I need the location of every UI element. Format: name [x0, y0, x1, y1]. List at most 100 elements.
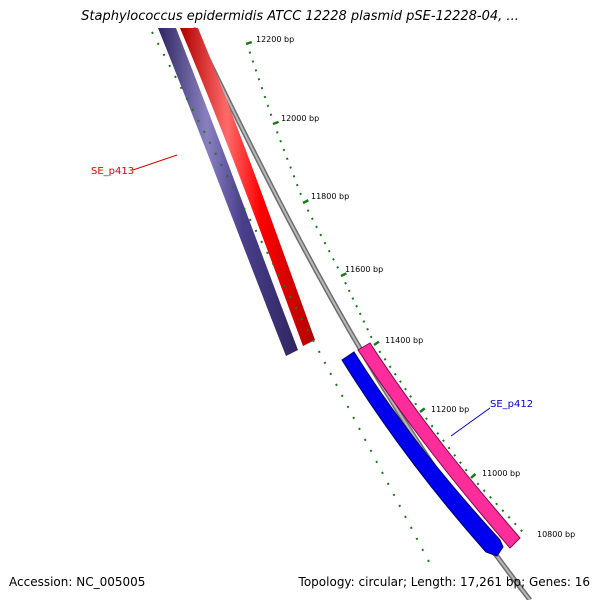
- minor-tick: [271, 262, 275, 266]
- minor-tick: [488, 495, 492, 499]
- minor-tick: [495, 502, 499, 506]
- minor-tick: [414, 402, 418, 406]
- accession-text: Accession: NC_005005: [9, 575, 146, 589]
- minor-tick: [251, 60, 255, 63]
- minor-tick: [501, 509, 505, 513]
- minor-tick: [352, 416, 356, 420]
- minor-tick: [266, 104, 270, 108]
- minor-tick: [366, 327, 369, 331]
- minor-tick: [151, 31, 154, 35]
- minor-tick: [202, 130, 206, 134]
- minor-tick: [243, 207, 246, 211]
- minor-tick: [319, 233, 323, 237]
- minor-tick: [386, 482, 390, 486]
- minor-tick: [409, 395, 412, 398]
- major-tick: [373, 340, 380, 347]
- minor-tick: [398, 504, 402, 508]
- minor-tick: [381, 471, 384, 475]
- minor-tick: [299, 192, 302, 196]
- minor-tick: [179, 86, 183, 90]
- minor-tick: [289, 295, 292, 299]
- minor-tick: [375, 460, 379, 464]
- minor-tick: [277, 273, 281, 277]
- minor-tick: [347, 289, 351, 293]
- minor-tick: [355, 304, 358, 308]
- map-title: Staphylococcus epidermidis ATCC 12228 pl…: [81, 9, 519, 24]
- minor-tick: [254, 229, 258, 233]
- gene-label-SE_p413[interactable]: SE_p413: [91, 166, 134, 177]
- minor-tick: [237, 196, 241, 200]
- tick-label: 11600 bp: [345, 265, 383, 274]
- major-tick: [302, 199, 309, 205]
- minor-tick: [404, 387, 407, 391]
- minor-tick: [442, 439, 445, 443]
- tick-label: 12000 bp: [281, 114, 319, 123]
- minor-tick: [383, 357, 387, 361]
- minor-tick: [156, 42, 160, 46]
- minor-tick: [225, 174, 229, 178]
- minor-tick: [378, 350, 382, 354]
- minor-tick: [398, 380, 402, 384]
- tick-labels: 12200 bp 12000 bp 11800 bp 11600 bp 11400 bp…: [256, 35, 575, 539]
- topology-summary: Topology: circular; Length: 17,261 bp; G…: [298, 575, 590, 589]
- minor-tick: [388, 365, 392, 369]
- major-tick: [419, 407, 426, 413]
- minor-tick: [248, 51, 252, 54]
- minor-tick: [231, 185, 235, 189]
- minor-tick: [507, 515, 511, 519]
- minor-tick: [310, 217, 314, 221]
- minor-tick: [279, 139, 282, 143]
- minor-tick: [269, 113, 273, 117]
- minor-tick: [306, 328, 310, 332]
- minor-tick: [294, 306, 298, 310]
- minor-tick: [369, 335, 373, 339]
- minor-tick: [482, 489, 486, 493]
- minor-tick: [275, 131, 279, 134]
- minor-tick: [351, 297, 355, 300]
- minor-tick: [369, 449, 373, 453]
- minor-tick: [421, 548, 425, 552]
- minor-tick: [248, 218, 252, 222]
- minor-tick: [260, 86, 264, 90]
- minor-tick: [306, 209, 310, 212]
- minor-tick: [283, 284, 287, 288]
- minor-tick: [436, 431, 440, 435]
- minor-tick: [329, 372, 333, 376]
- minor-tick: [197, 119, 200, 123]
- inner-tick-marks: [151, 31, 430, 563]
- gene-label-SE_p412[interactable]: SE_p412: [490, 399, 533, 410]
- minor-tick: [464, 468, 468, 472]
- minor-tick: [312, 339, 315, 343]
- major-tick: [470, 472, 477, 479]
- minor-tick: [315, 225, 318, 229]
- tick-label: 11000 bp: [482, 469, 520, 478]
- minor-tick: [358, 427, 361, 431]
- gene-label-leader-SE_p412: [450, 407, 491, 437]
- minor-tick: [292, 175, 296, 178]
- minor-tick: [476, 482, 480, 486]
- minor-tick: [415, 537, 419, 541]
- minor-tick: [362, 320, 366, 323]
- gene-arrow-pink[interactable]: [357, 342, 521, 549]
- minor-tick: [208, 141, 212, 145]
- minor-tick: [513, 522, 517, 526]
- minor-tick: [336, 266, 340, 269]
- minor-tick: [282, 148, 286, 152]
- minor-tick: [346, 405, 350, 409]
- major-tick: [272, 120, 280, 126]
- minor-tick: [317, 350, 321, 354]
- minor-tick: [358, 312, 362, 316]
- tick-label: 11400 bp: [385, 336, 423, 345]
- minor-tick: [254, 69, 258, 72]
- minor-tick: [409, 526, 413, 530]
- minor-tick: [404, 515, 407, 519]
- minor-tick: [344, 281, 347, 285]
- gene-arrow-red[interactable]: [180, 28, 315, 346]
- gene-arrow-SE_p412[interactable]: [341, 351, 504, 557]
- minor-tick: [447, 446, 451, 450]
- minor-tick: [430, 424, 434, 428]
- tick-label: 11200 bp: [431, 405, 469, 414]
- major-tick: [245, 40, 253, 46]
- minor-tick: [266, 251, 269, 255]
- gene-label-leader-SE_p413: [132, 154, 178, 171]
